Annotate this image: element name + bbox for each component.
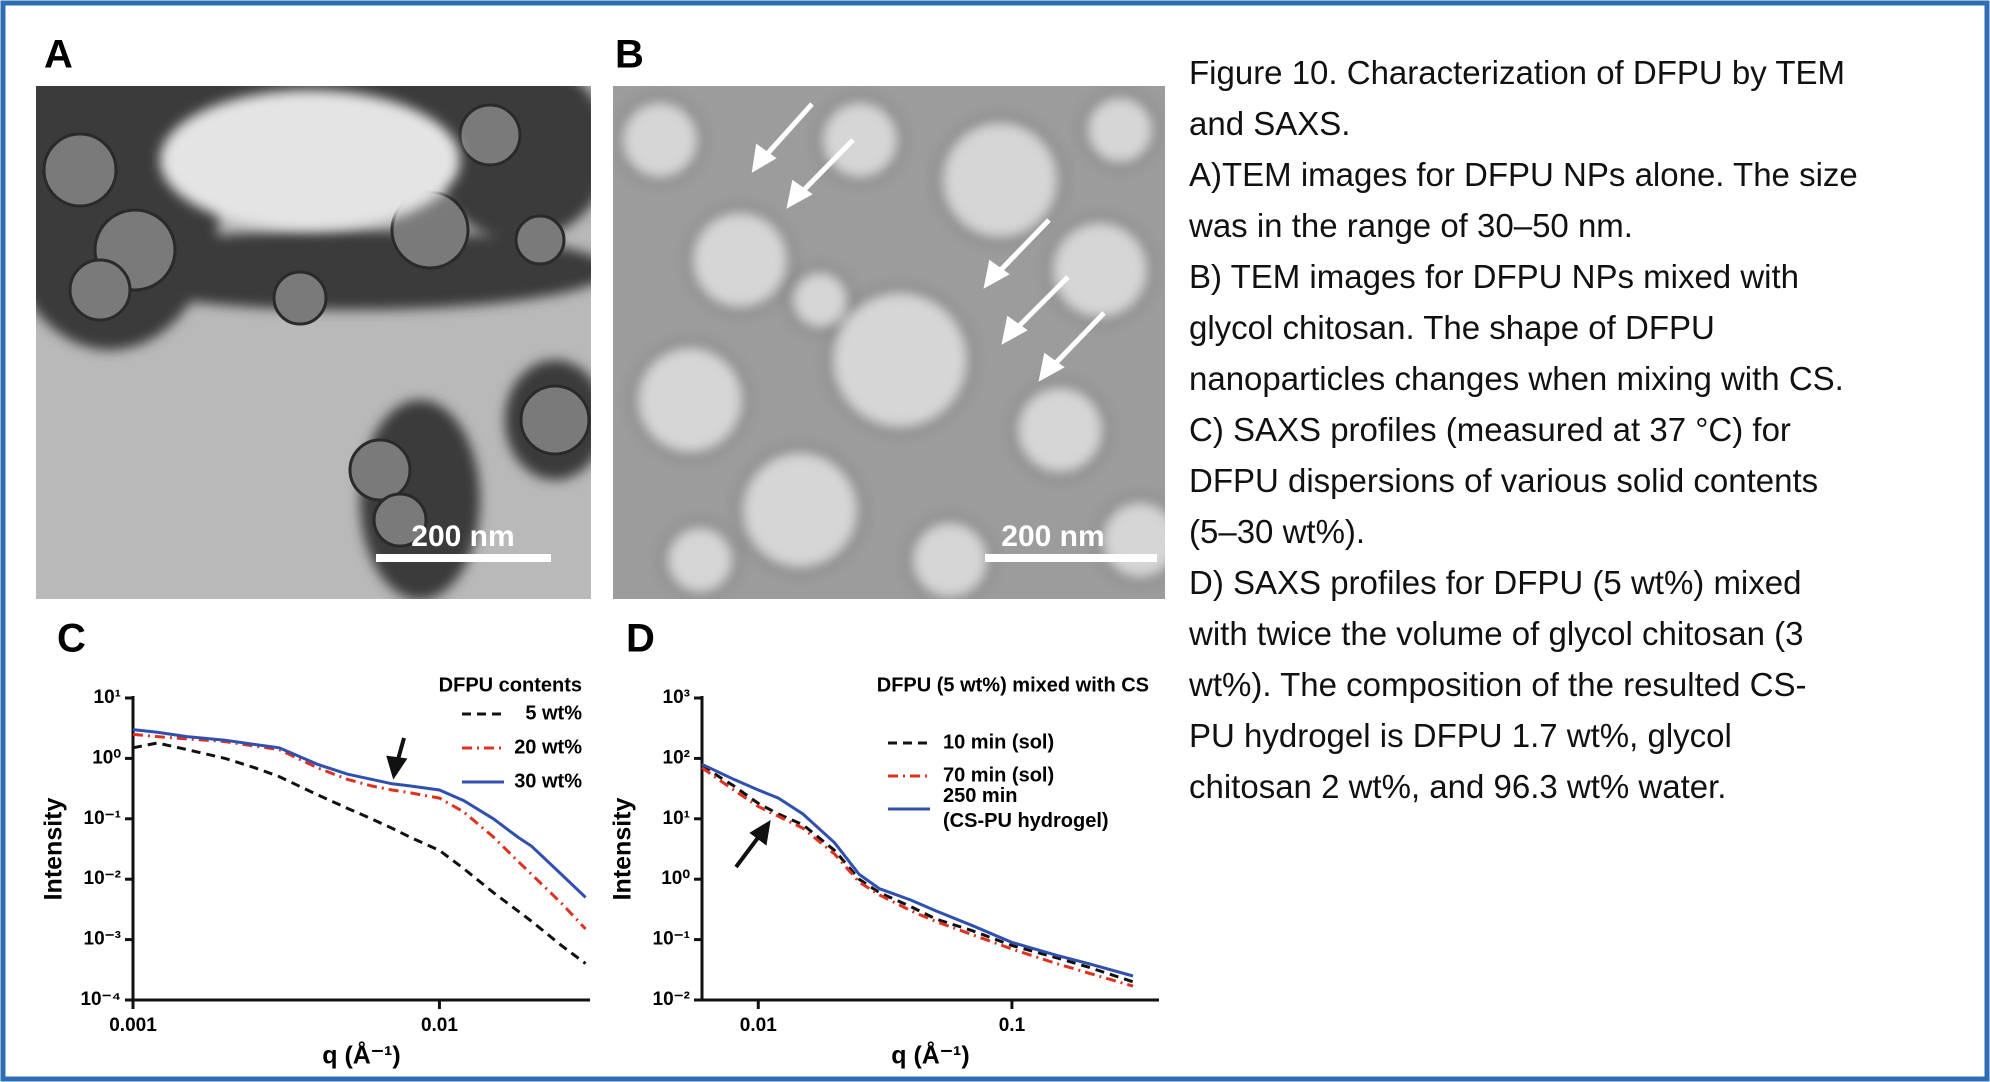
- y-tick-label: 10⁻²: [653, 989, 691, 1010]
- panel-label: C: [57, 617, 86, 661]
- y-tick-label: 10¹: [94, 687, 121, 708]
- x-axis-label: q (Å⁻¹): [891, 1041, 969, 1070]
- caption-line: D) SAXS profiles for DFPU (5 wt%) mixed: [1189, 564, 1802, 601]
- y-tick-label: 10⁰: [92, 747, 121, 768]
- legend-label: 250 min (CS-PU hydrogel): [943, 785, 1109, 832]
- scale-bar-label: 200 nm: [1001, 520, 1104, 553]
- scale-bar-label: 200 nm: [411, 520, 514, 553]
- caption-line: B) TEM images for DFPU NPs mixed with: [1189, 258, 1800, 295]
- x-tick-label: 0.001: [109, 1015, 157, 1036]
- caption-line: glycol chitosan. The shape of DFPU: [1189, 309, 1715, 346]
- data-line: [701, 766, 1134, 988]
- x-tick-label: 0.01: [740, 1015, 777, 1036]
- chart-title: DFPU (5 wt%) mixed with CS: [877, 674, 1149, 696]
- y-tick-label: 10⁻³: [84, 929, 122, 950]
- x-tick-label: 0.01: [421, 1015, 458, 1036]
- caption-line: DFPU dispersions of various solid conten…: [1189, 462, 1819, 499]
- caption: Figure 10. Characterization of DFPU by T…: [1189, 47, 1979, 812]
- caption-line: C) SAXS profiles (measured at 37 °C) for: [1189, 411, 1791, 448]
- caption-line: with twice the volume of glycol chitosan…: [1189, 615, 1804, 652]
- legend-label: 70 min (sol): [943, 764, 1054, 786]
- panel-label: B: [615, 33, 644, 77]
- data-line: [132, 728, 587, 899]
- caption-line: chitosan 2 wt%, and 96.3 wt% water.: [1189, 768, 1727, 805]
- y-tick-label: 10³: [663, 687, 690, 708]
- caption-line: A)TEM images for DFPU NPs alone. The siz…: [1189, 156, 1858, 193]
- y-axis-label: Intensity: [609, 798, 637, 901]
- tem-image-a: [36, 86, 591, 599]
- y-tick-label: 10⁻¹: [84, 808, 122, 829]
- y-tick-label: 10¹: [663, 808, 690, 829]
- legend-label: 5 wt%: [525, 702, 582, 724]
- x-axis-label: q (Å⁻¹): [322, 1041, 400, 1070]
- y-tick-label: 10⁻²: [84, 868, 122, 889]
- y-tick-label: 10⁻¹: [653, 929, 691, 950]
- y-tick-label: 10⁰: [661, 868, 690, 889]
- data-line: [701, 762, 1134, 978]
- y-tick-label: 10⁻⁴: [80, 989, 121, 1010]
- annotation-arrows: [386, 737, 771, 869]
- panel-label: D: [626, 617, 655, 661]
- caption-line: was in the range of 30–50 nm.: [1189, 207, 1633, 244]
- legend-label: 30 wt%: [514, 770, 582, 792]
- tem-arrows: [751, 102, 1106, 382]
- caption-line: (5–30 wt%).: [1189, 513, 1366, 550]
- legend-label: 10 min (sol): [943, 731, 1054, 753]
- caption-line: wt%). The composition of the resulted CS…: [1189, 666, 1807, 703]
- caption-line: Figure 10. Characterization of DFPU by T…: [1189, 54, 1845, 91]
- caption-line: and SAXS.: [1189, 105, 1351, 142]
- y-axis-label: Intensity: [40, 798, 68, 901]
- data-line: [701, 764, 1134, 984]
- caption-line: nanoparticles changes when mixing with C…: [1189, 360, 1844, 397]
- caption-line: PU hydrogel is DFPU 1.7 wt%, glycol: [1189, 717, 1732, 754]
- legend-label: 20 wt%: [514, 736, 582, 758]
- legend-title: DFPU contents: [439, 674, 582, 696]
- y-tick-label: 10²: [663, 747, 690, 768]
- data-line: [132, 732, 587, 931]
- x-tick-label: 0.1: [999, 1015, 1026, 1036]
- panel-label: A: [44, 33, 73, 77]
